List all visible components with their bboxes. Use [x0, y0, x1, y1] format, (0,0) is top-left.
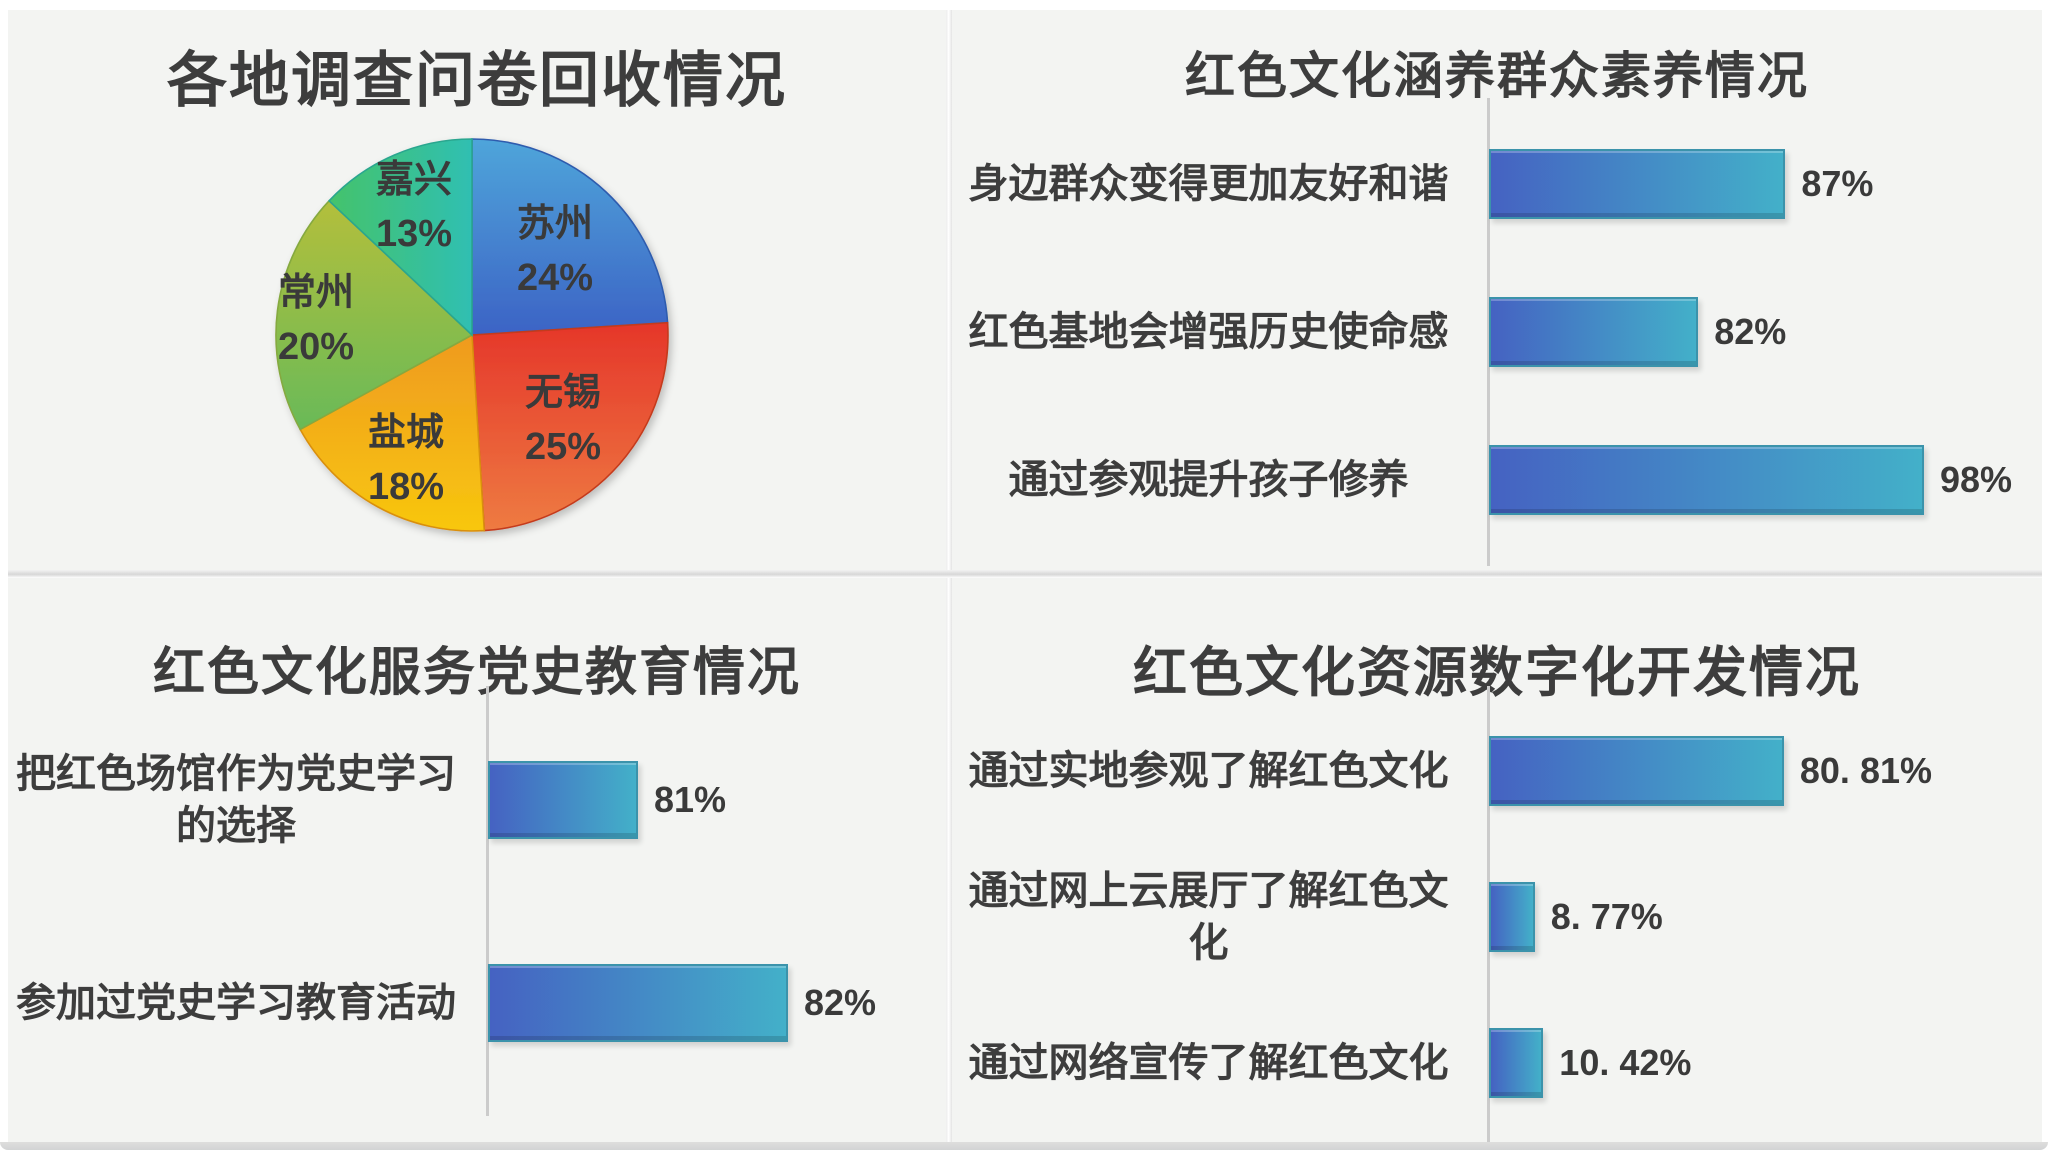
plot-area: 81%: [488, 698, 938, 901]
bar: [1489, 297, 1699, 367]
pie-slice-label: 苏州: [517, 203, 593, 245]
category-label: 通过网上云展厅了解红色文 化: [968, 869, 1449, 965]
plot-area: 87%: [1489, 110, 2012, 258]
slide-canvas: 各地调查问卷回收情况 苏州 24% 无锡 25% 盐城 18% 常州 20% 嘉兴 13% 红色文…: [8, 10, 2042, 1142]
plot-area: 80. 81%: [1489, 698, 1932, 844]
pie-slice-percent: 25%: [525, 426, 601, 468]
bar: [488, 760, 638, 839]
value-label: 8. 77%: [1550, 896, 1663, 937]
value-label: 82%: [1714, 311, 1787, 352]
pie-slice-label: 嘉兴: [376, 159, 452, 201]
pie-slice-percent: 20%: [278, 326, 354, 368]
value-label: 80. 81%: [1799, 750, 1932, 791]
bar: [1489, 149, 1786, 219]
pie-chart-title: 各地调查问卷回收情况: [167, 47, 787, 114]
bar-row: 参加过党史学习教育活动 82%: [8, 901, 938, 1104]
pie-slice: [299, 333, 486, 532]
bar-row: 通过网络宣传了解红色文化 10. 42%: [952, 990, 1932, 1136]
category-label: 参加过党史学习教育活动: [16, 980, 456, 1025]
bar: [1489, 882, 1535, 952]
category-label: 红色基地会增强历史使命感: [968, 310, 1449, 354]
bar-chart-title: 红色文化资源数字化开发情况: [1133, 643, 1861, 703]
category-label: 把红色场馆作为党史学习 的选择: [16, 751, 456, 848]
value-label: 81%: [653, 778, 727, 820]
pie-slice-label: 盐城: [368, 412, 444, 454]
bar: [488, 963, 788, 1042]
plot-area: 8. 77%: [1489, 844, 1932, 990]
bar-chart-title: 红色文化涵养群众素养情况: [1185, 48, 1809, 104]
bar-chart-title: 红色文化服务党史教育情况: [152, 644, 801, 702]
plot-area: 82%: [488, 901, 938, 1104]
pie-slice-percent: 18%: [368, 466, 444, 508]
pie-slice-percent: 24%: [517, 257, 593, 299]
bar: [1489, 736, 1784, 806]
bar: [1489, 445, 1924, 515]
bar-chart: 通过实地参观了解红色文化 80. 81% 通过网上云展厅了解红色文 化 8. 77% 通…: [952, 686, 1932, 1142]
bar-chart-panel-top-right: 红色文化涵养群众素养情况 身边群众变得更加友好和谐 87% 红色基地会增强历史使命感…: [952, 10, 2042, 570]
pie-slice-label: 常州: [278, 272, 354, 314]
pie-slice: [327, 138, 473, 337]
pie-slice-label: 无锡: [525, 372, 601, 414]
bar: [1489, 1028, 1544, 1098]
window-bottom-edge: [0, 1142, 2048, 1150]
pie-slice-percent: 13%: [376, 213, 452, 255]
plot-area: 98%: [1489, 406, 2012, 554]
pie-slice: [275, 199, 474, 431]
pie-slice: [471, 321, 669, 532]
category-label: 身边群众变得更加友好和谐: [968, 162, 1449, 206]
plot-area: 82%: [1489, 258, 2012, 406]
bar-row: 通过实地参观了解红色文化 80. 81%: [952, 698, 1932, 844]
plot-area: 10. 42%: [1489, 990, 1932, 1136]
category-label: 通过参观提升孩子修养: [1008, 458, 1409, 502]
bar-row: 通过参观提升孩子修养 98%: [952, 406, 2012, 554]
category-label: 通过实地参观了解红色文化: [968, 749, 1449, 793]
pie-slice: [471, 138, 669, 336]
bar-chart: 身边群众变得更加友好和谐 87% 红色基地会增强历史使命感 82% 通过参观提升孩子修养…: [952, 98, 2012, 566]
bar-chart-panel-bottom-right: 红色文化资源数字化开发情况 通过实地参观了解红色文化 80. 81% 通过网上云展厅…: [952, 578, 2042, 1142]
horizontal-divider: [8, 570, 2042, 578]
value-label: 87%: [1801, 163, 1874, 204]
value-label: 82%: [803, 981, 877, 1023]
bar-row: 通过网上云展厅了解红色文 化 8. 77%: [952, 844, 1932, 990]
bar-chart-panel-bottom-left: 红色文化服务党史教育情况 把红色场馆作为党史学习 的选择 81% 参加过党史学习教育…: [8, 578, 946, 1142]
value-label: 98%: [1939, 459, 2012, 500]
bar-row: 身边群众变得更加友好和谐 87%: [952, 110, 2012, 258]
pie-chart-panel: 各地调查问卷回收情况 苏州 24% 无锡 25% 盐城 18% 常州 20% 嘉兴 13%: [8, 10, 946, 570]
value-label: 10. 42%: [1559, 1042, 1692, 1083]
bar-row: 红色基地会增强历史使命感 82%: [952, 258, 2012, 406]
pie-chart: 苏州 24% 无锡 25% 盐城 18% 常州 20% 嘉兴 13%: [275, 138, 669, 532]
bar-chart: 把红色场馆作为党史学习 的选择 81% 参加过党史学习教育活动 82%: [8, 686, 938, 1116]
category-label: 通过网络宣传了解红色文化: [968, 1041, 1449, 1085]
bar-row: 把红色场馆作为党史学习 的选择 81%: [8, 698, 938, 901]
